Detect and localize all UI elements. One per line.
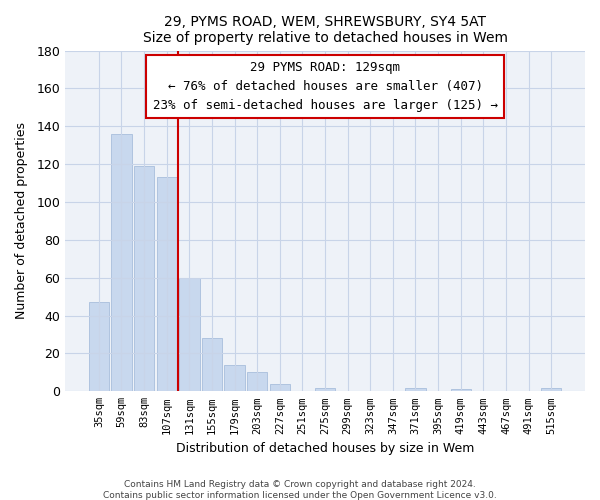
Text: 29 PYMS ROAD: 129sqm
← 76% of detached houses are smaller (407)
23% of semi-deta: 29 PYMS ROAD: 129sqm ← 76% of detached h…: [152, 61, 497, 112]
Bar: [179, 278, 200, 392]
Bar: [157, 178, 177, 392]
Bar: [406, 388, 425, 392]
Y-axis label: Number of detached properties: Number of detached properties: [15, 122, 28, 320]
Bar: [451, 390, 471, 392]
Bar: [134, 166, 154, 392]
Bar: [269, 384, 290, 392]
Text: Contains HM Land Registry data © Crown copyright and database right 2024.
Contai: Contains HM Land Registry data © Crown c…: [103, 480, 497, 500]
Bar: [224, 365, 245, 392]
X-axis label: Distribution of detached houses by size in Wem: Distribution of detached houses by size …: [176, 442, 474, 455]
Bar: [541, 388, 562, 392]
Bar: [247, 372, 268, 392]
Bar: [202, 338, 222, 392]
Bar: [89, 302, 109, 392]
Bar: [315, 388, 335, 392]
Title: 29, PYMS ROAD, WEM, SHREWSBURY, SY4 5AT
Size of property relative to detached ho: 29, PYMS ROAD, WEM, SHREWSBURY, SY4 5AT …: [143, 15, 508, 45]
Bar: [112, 134, 131, 392]
